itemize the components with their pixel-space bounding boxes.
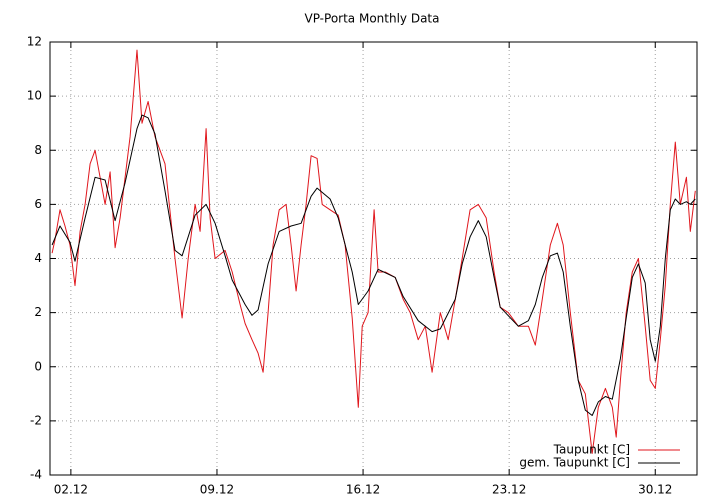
y-tick-label: 8	[34, 143, 42, 157]
y-tick-label: 2	[34, 305, 42, 319]
y-tick-label: 10	[27, 89, 42, 103]
plot-frame	[49, 41, 698, 476]
legend-label: gem. Taupunkt [C]	[519, 456, 630, 470]
series-line	[51, 114, 696, 416]
y-tick-label: -4	[30, 468, 42, 482]
series-line	[51, 49, 696, 454]
x-tick-label: 30.12	[638, 483, 672, 497]
chart-title: VP-Porta Monthly Data	[305, 12, 440, 26]
y-tick-label: 4	[34, 251, 42, 265]
x-tick-label: 09.12	[200, 483, 234, 497]
y-tick-label: 0	[34, 359, 42, 373]
x-tick-label: 02.12	[54, 483, 88, 497]
x-tick-label: 23.12	[492, 483, 526, 497]
y-tick-label: 12	[27, 35, 42, 49]
x-tick-label: 16.12	[346, 483, 380, 497]
y-tick-label: 6	[34, 197, 42, 211]
y-tick-label: -2	[30, 413, 42, 427]
legend-label: Taupunkt [C]	[553, 443, 630, 457]
